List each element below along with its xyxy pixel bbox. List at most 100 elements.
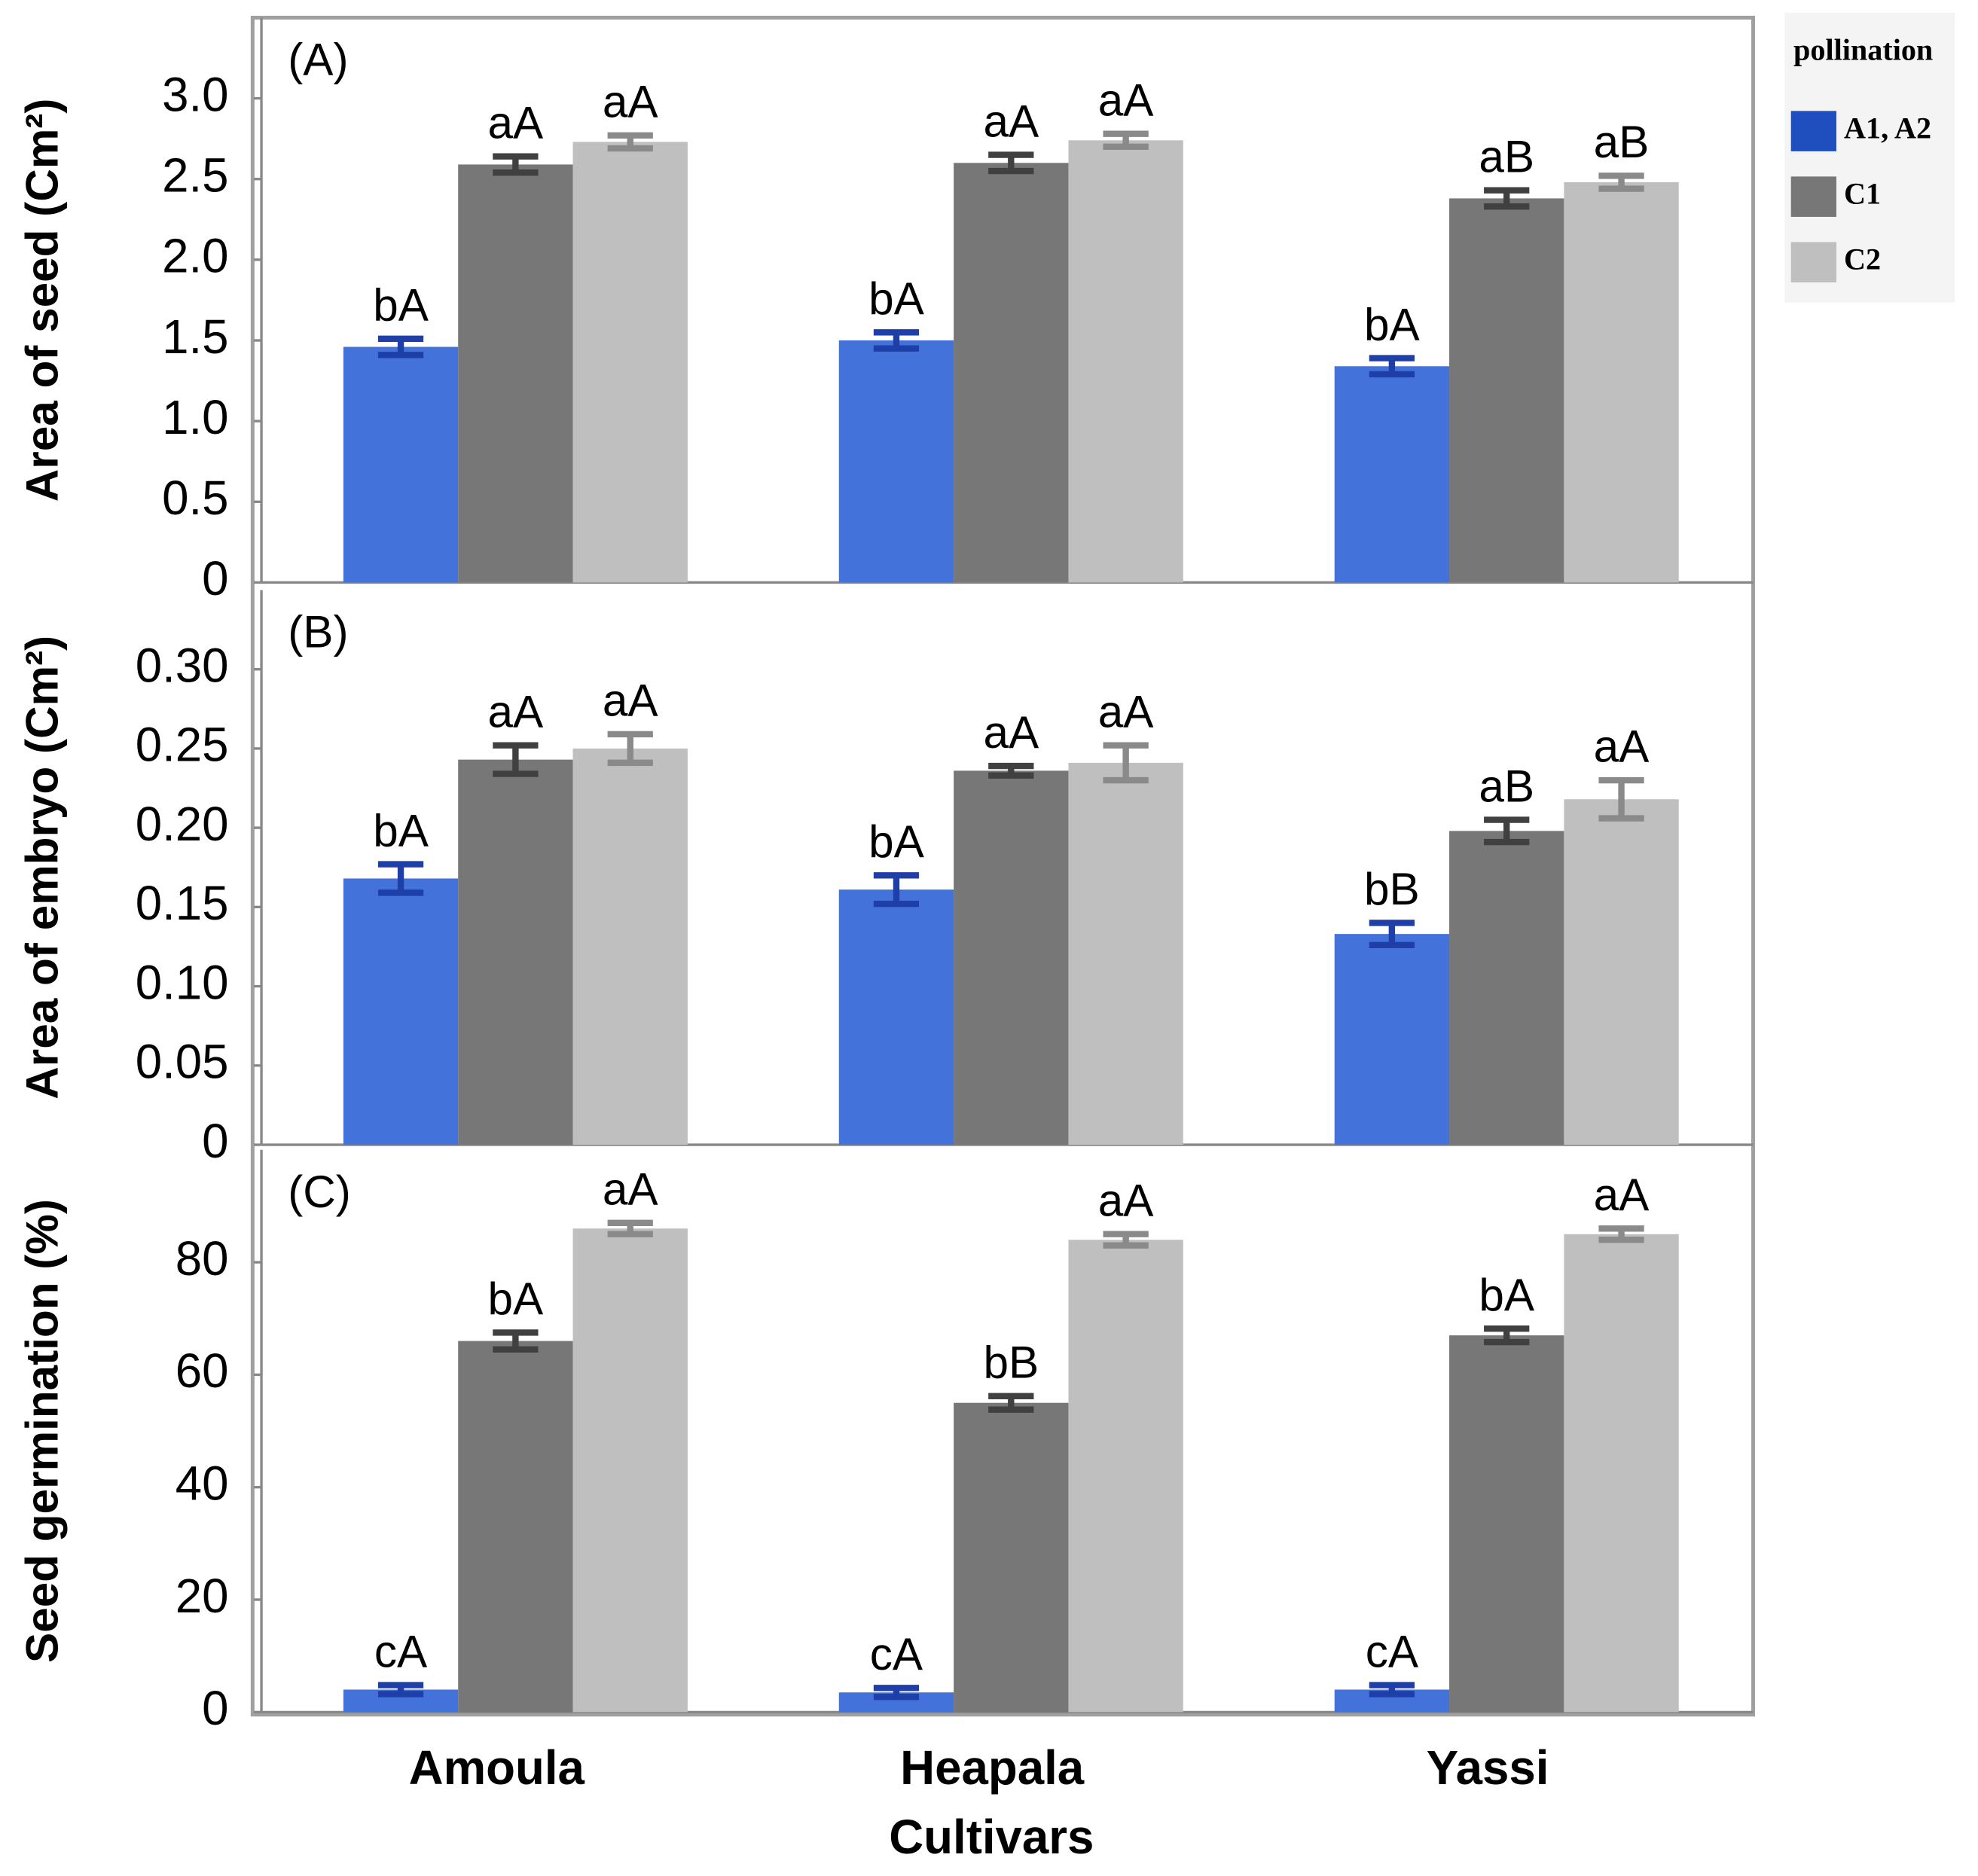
legend-swatch (1790, 242, 1836, 282)
error-bar (607, 132, 653, 152)
significance-label: aA (603, 675, 659, 726)
y-tick-label: 0.5 (162, 471, 228, 525)
bar (458, 164, 573, 583)
significance-label: cA (870, 1628, 923, 1679)
significance-label: cA (374, 1625, 428, 1676)
error-bar (607, 1219, 653, 1237)
error-bar (1598, 776, 1644, 822)
bar (572, 748, 688, 1145)
bar (343, 346, 459, 583)
y-tick-label: 0.25 (136, 718, 229, 772)
bar (954, 1402, 1069, 1713)
significance-label: aA (488, 96, 545, 148)
y-tick-label: 0.10 (136, 956, 229, 1009)
bar (343, 878, 459, 1145)
x-tick-label: Amoula (409, 1741, 585, 1795)
y-tick-label: 0.15 (136, 877, 229, 930)
bar (1334, 934, 1450, 1145)
x-tick-label: Heapala (900, 1741, 1085, 1795)
significance-label: bA (373, 279, 429, 331)
legend-swatch (1790, 176, 1836, 217)
significance-label: bA (1479, 1269, 1535, 1320)
significance-label: aB (1479, 760, 1534, 811)
error-bar (988, 762, 1034, 779)
significance-label: bA (1364, 298, 1421, 349)
significance-label: aA (1098, 74, 1155, 125)
significance-label: aA (983, 706, 1039, 758)
significance-label: bA (868, 816, 925, 867)
y-tick-label: 80 (176, 1232, 229, 1286)
bar (572, 142, 688, 583)
bar (1068, 762, 1183, 1145)
y-tick-label: 60 (176, 1344, 229, 1398)
y-tick-label: 2.0 (162, 230, 228, 283)
y-tick-label: 0.20 (136, 798, 229, 851)
error-bar (1103, 1231, 1149, 1249)
x-tick-label: Yassi (1427, 1741, 1549, 1795)
significance-label: aA (1098, 1174, 1155, 1225)
significance-label: aA (1098, 685, 1155, 737)
significance-label: cA (1366, 1625, 1419, 1676)
bar (1068, 1240, 1183, 1713)
panel-label: (C) (288, 1166, 351, 1217)
significance-label: bA (868, 273, 925, 324)
error-bar (377, 335, 424, 358)
panel-label: (B) (288, 606, 348, 657)
error-bar (493, 742, 539, 777)
significance-label: aA (488, 685, 545, 737)
y-axis-label: Seed germination (%) (17, 1199, 68, 1663)
y-tick-label: 0.30 (136, 639, 229, 692)
bar (1564, 182, 1679, 583)
error-bar (873, 329, 920, 352)
bar (1564, 799, 1679, 1145)
error-bar (493, 153, 539, 176)
y-tick-label: 40 (176, 1457, 229, 1511)
bar (458, 1341, 573, 1713)
y-tick-label: 2.5 (162, 149, 228, 203)
bar (954, 163, 1069, 583)
error-bar (1484, 1325, 1530, 1346)
error-bar (1484, 816, 1530, 846)
bar (1564, 1234, 1679, 1713)
error-bar (377, 1682, 424, 1698)
y-tick-label: 1.0 (162, 391, 228, 444)
significance-label: bB (983, 1337, 1039, 1388)
significance-label: aB (1479, 130, 1534, 181)
y-tick-label: 1.5 (162, 310, 228, 364)
bar (838, 340, 954, 583)
error-bar (1103, 130, 1149, 151)
panel-label: (A) (288, 34, 348, 85)
bar (1449, 1335, 1564, 1713)
significance-label: aA (1594, 721, 1650, 772)
y-tick-label: 0 (202, 1115, 228, 1168)
y-axis-label: Area of seed (Cm²) (17, 99, 68, 502)
significance-label: bB (1364, 863, 1420, 914)
error-bar (873, 872, 920, 907)
legend-swatch (1790, 111, 1836, 151)
y-axis-label: Area of embryo (Cm²) (17, 636, 68, 1100)
significance-label: aA (983, 95, 1039, 146)
legend-label: A1, A2 (1844, 111, 1931, 145)
error-bar (493, 1329, 539, 1353)
error-bar (988, 1393, 1034, 1413)
y-tick-label: 0.05 (136, 1036, 229, 1089)
significance-label: aA (603, 1164, 659, 1215)
y-tick-label: 3.0 (162, 68, 228, 121)
significance-label: aA (1594, 1169, 1650, 1220)
error-bar (873, 1685, 920, 1701)
bar (1449, 198, 1564, 583)
error-bar (988, 151, 1034, 175)
plot-frame (250, 15, 1755, 1717)
legend-title: pollination (1793, 33, 1933, 67)
legend-label: C2 (1844, 242, 1881, 276)
error-bar (1369, 355, 1415, 378)
bar (954, 770, 1069, 1145)
error-bar (377, 861, 424, 896)
legend-label: C1 (1844, 176, 1881, 210)
error-bar (1369, 1682, 1415, 1698)
bar (458, 759, 573, 1145)
bar (838, 889, 954, 1145)
significance-label: aB (1594, 116, 1650, 167)
error-bar (607, 731, 653, 767)
bar (572, 1228, 688, 1713)
